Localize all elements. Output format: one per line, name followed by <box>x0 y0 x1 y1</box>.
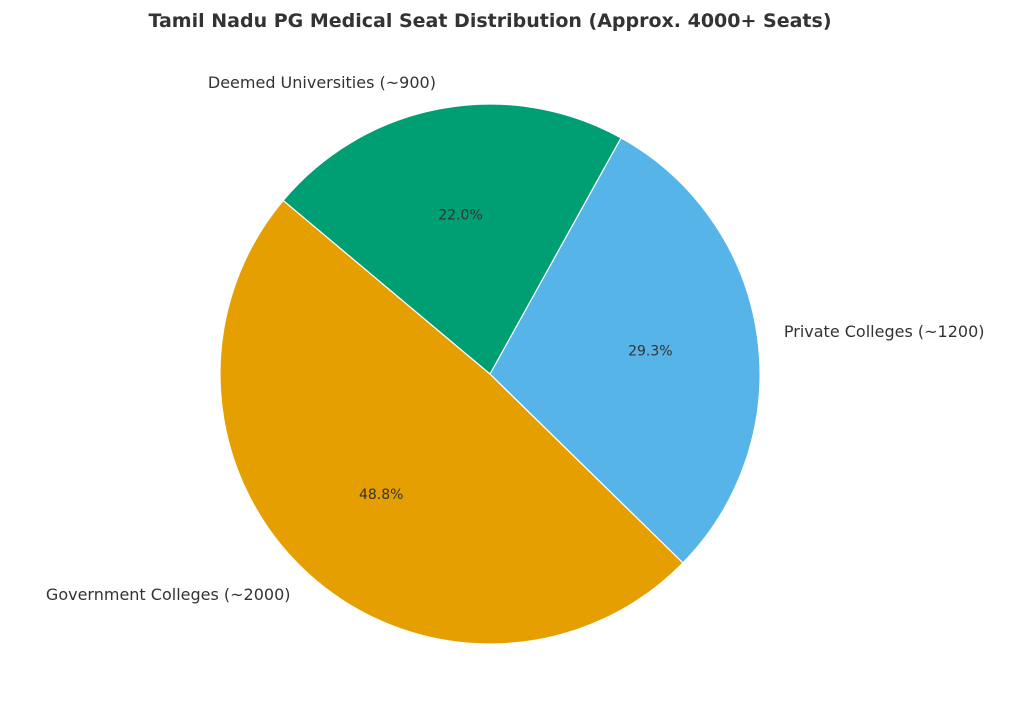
pie-slice-1 <box>489 137 761 564</box>
pie-slice-2 <box>282 103 622 375</box>
slice-percent-1: 29.3% <box>628 344 672 360</box>
pie-slices <box>219 103 761 645</box>
chart-title: Tamil Nadu PG Medical Seat Distribution … <box>148 10 831 32</box>
pie-slice-0 <box>219 199 684 645</box>
slice-percent-0: 48.8% <box>359 487 403 503</box>
slice-percent-2: 22.0% <box>438 208 482 224</box>
slice-label-1: Private Colleges (~1200) <box>784 322 985 341</box>
slice-label-2: Deemed Universities (~900) <box>208 73 436 92</box>
slice-label-0: Government Colleges (~2000) <box>46 585 291 604</box>
pie-labels: Government Colleges (~2000) 48.8% Private … <box>46 73 985 604</box>
